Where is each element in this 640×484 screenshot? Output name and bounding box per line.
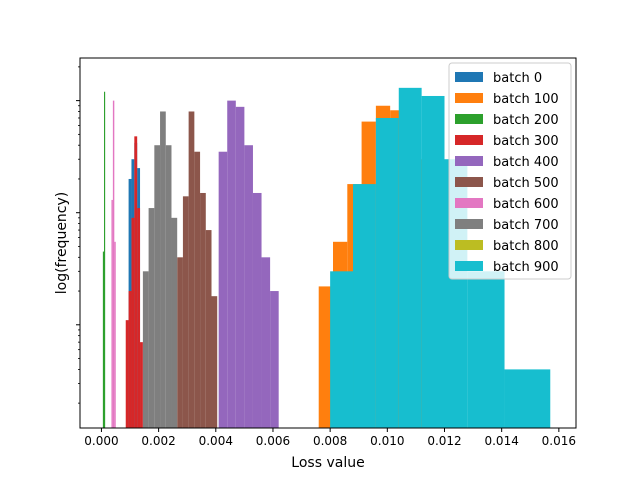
bar-series-5-bin-1 bbox=[182, 196, 189, 428]
legend-label-8: batch 800 bbox=[493, 239, 559, 254]
x-tick-label-2: 0.004 bbox=[199, 434, 233, 448]
y-axis-ticks bbox=[76, 66, 80, 404]
bar-series-3-bin-2 bbox=[131, 217, 135, 428]
bar-series-4-bin-6 bbox=[270, 291, 279, 428]
bar-series-5-bin-3 bbox=[194, 151, 201, 428]
bar-series-5-bin-6 bbox=[211, 296, 218, 428]
legend-label-9: batch 900 bbox=[493, 260, 559, 275]
bar-series-6-bin-1 bbox=[112, 100, 115, 429]
bar-series-9-bin-7 bbox=[504, 369, 551, 428]
x-tick-label-4: 0.008 bbox=[313, 434, 347, 448]
x-tick-label-3: 0.006 bbox=[256, 434, 290, 448]
bar-series-9-bin-1 bbox=[353, 184, 376, 428]
legend-swatch-0 bbox=[455, 72, 483, 82]
x-tick-label-1: 0.002 bbox=[141, 434, 175, 448]
bar-series-7-bin-1 bbox=[148, 208, 155, 428]
legend: batch 0 batch 100 batch 200 batch 300 batch … bbox=[448, 62, 572, 280]
legend-swatch-1 bbox=[455, 93, 483, 103]
legend-swatch-9 bbox=[455, 261, 483, 271]
legend-swatch-4 bbox=[455, 156, 483, 166]
bar-series-3-bin-4 bbox=[137, 208, 141, 428]
bar-series-6-bin-0 bbox=[111, 199, 113, 428]
x-axis-ticks: 0.000 0.002 0.004 0.006 0.008 0.010 0.012 0.014… bbox=[84, 428, 576, 448]
legend-label-0: batch 0 bbox=[493, 71, 542, 86]
bar-series-9-bin-4 bbox=[421, 95, 445, 428]
legend-swatch-2 bbox=[455, 114, 483, 124]
bar-series-4-bin-1 bbox=[227, 100, 236, 429]
bar-series-6-bin-2 bbox=[114, 241, 116, 428]
bar-series-9-bin-2 bbox=[375, 117, 399, 428]
bar-series-3-bin-1 bbox=[128, 291, 132, 428]
legend-label-7: batch 700 bbox=[493, 218, 559, 233]
bars-layer bbox=[102, 87, 551, 429]
bar-series-5-bin-4 bbox=[200, 192, 206, 428]
legend-swatch-8 bbox=[455, 240, 483, 250]
bar-series-4-bin-4 bbox=[252, 192, 262, 428]
bar-series-4-bin-3 bbox=[244, 145, 253, 428]
legend-label-5: batch 500 bbox=[493, 176, 559, 191]
legend-swatch-5 bbox=[455, 177, 483, 187]
x-tick-label-5: 0.010 bbox=[370, 434, 404, 448]
x-tick-label-8: 0.016 bbox=[542, 434, 576, 448]
legend-label-2: batch 200 bbox=[493, 113, 559, 128]
x-tick-label-6: 0.012 bbox=[427, 434, 461, 448]
bar-series-7-bin-5 bbox=[171, 217, 178, 428]
bar-series-5-bin-0 bbox=[177, 257, 183, 428]
bar-series-3-bin-0 bbox=[125, 320, 129, 428]
bar-series-9-bin-3 bbox=[398, 87, 422, 428]
x-tick-label-0: 0.000 bbox=[84, 434, 118, 448]
bar-series-5-bin-5 bbox=[205, 230, 212, 428]
plot-frame bbox=[79, 57, 577, 429]
bar-series-7-bin-2 bbox=[154, 145, 161, 428]
legend-label-6: batch 600 bbox=[493, 197, 559, 212]
bar-series-4-bin-5 bbox=[261, 257, 271, 428]
bar-series-7-bin-3 bbox=[160, 111, 166, 428]
bar-series-4-bin-0 bbox=[218, 151, 228, 428]
x-axis-label: Loss value bbox=[291, 455, 364, 471]
y-axis-label: log(frequency) bbox=[54, 192, 70, 294]
x-tick-label-7: 0.014 bbox=[484, 434, 518, 448]
legend-label-4: batch 400 bbox=[493, 155, 559, 170]
bar-series-3-bin-5 bbox=[140, 342, 143, 428]
bar-series-1-bin-0 bbox=[318, 286, 333, 428]
bar-series-7-bin-0 bbox=[142, 271, 149, 428]
bar-series-2-bin-1 bbox=[104, 91, 106, 429]
legend-swatch-3 bbox=[455, 135, 483, 145]
bar-series-9-bin-0 bbox=[330, 271, 354, 428]
legend-swatch-6 bbox=[455, 198, 483, 208]
bar-series-3-bin-3 bbox=[134, 136, 138, 428]
legend-swatch-7 bbox=[455, 219, 483, 229]
bar-series-2-bin-0 bbox=[102, 251, 105, 428]
bar-series-5-bin-2 bbox=[188, 111, 195, 428]
bar-series-7-bin-4 bbox=[165, 145, 172, 428]
legend-label-1: batch 100 bbox=[493, 92, 559, 107]
bar-series-4-bin-2 bbox=[235, 106, 245, 428]
bar-series-9-bin-6 bbox=[467, 271, 505, 428]
legend-label-3: batch 300 bbox=[493, 134, 559, 149]
